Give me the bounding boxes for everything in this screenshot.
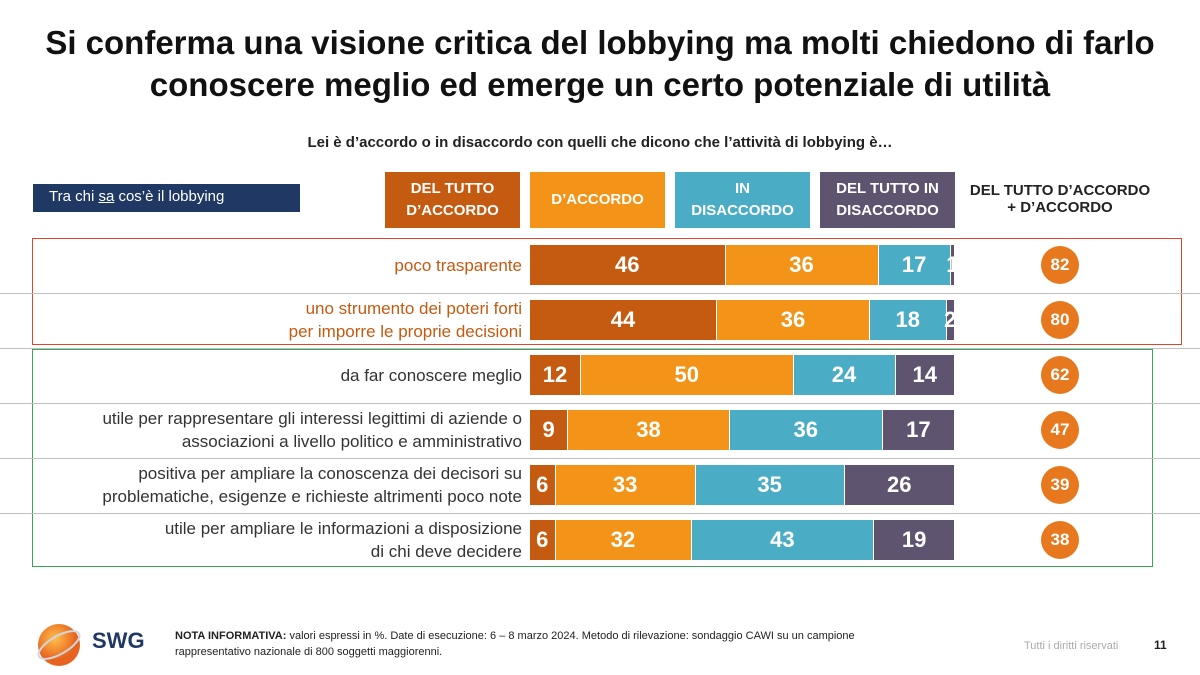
net-value: 80 — [1041, 301, 1079, 339]
bar-segment: 36 — [729, 410, 883, 450]
filter-text: cos’è il lobbying — [114, 188, 225, 205]
legend-entry: D’ACCORDO — [530, 172, 665, 228]
row-separator — [0, 348, 1200, 349]
value-label: 14 — [912, 362, 937, 387]
net-value: 39 — [1041, 466, 1079, 504]
value-label: 38 — [636, 417, 661, 442]
category-label: uno strumento dei poteri forti per impor… — [288, 299, 522, 341]
bar-segment: 24 — [793, 355, 896, 395]
logo-text: SWG — [92, 628, 145, 653]
net-value: 82 — [1041, 246, 1079, 284]
value-label: 46 — [615, 252, 640, 277]
rights: Tutti i diritti riservati — [1024, 640, 1119, 652]
bar-segment: 17 — [878, 245, 951, 285]
category-label: positiva per ampliare la conoscenza dei … — [102, 464, 522, 506]
net-header: DEL TUTTO D’ACCORDO + D’ACCORDO — [969, 182, 1151, 216]
value-label: 44 — [610, 307, 636, 332]
title: Si conferma una visione critica del lobb… — [45, 24, 1155, 103]
footnote: NOTA INFORMATIVA: valori espressi in %. … — [175, 628, 975, 660]
value-label: 2 — [944, 307, 957, 332]
value-label: 17 — [901, 252, 927, 277]
value-label: 36 — [793, 417, 818, 442]
row-separator — [0, 293, 1200, 294]
bar-segment: 9 — [530, 410, 569, 450]
bar-segment: 38 — [568, 410, 730, 450]
bar-segment: 18 — [870, 300, 947, 340]
bar-segment: 1 — [946, 245, 959, 285]
filter-label: Tra chi sa cos’è il lobbying — [33, 184, 300, 212]
highlight-box — [32, 238, 1182, 345]
category-label: utile per rappresentare gli interessi le… — [102, 409, 522, 451]
bar-segment: 2 — [944, 300, 957, 340]
net-value: 47 — [1041, 411, 1079, 449]
bar-segment: 6 — [530, 520, 556, 560]
bar-segment: 14 — [895, 355, 955, 395]
net-value: 38 — [1041, 521, 1079, 559]
value-label: 6 — [536, 472, 549, 497]
page-number: 11 — [1154, 638, 1167, 652]
value-label: 19 — [901, 527, 927, 552]
value-label: 33 — [612, 472, 638, 497]
row-separator — [0, 458, 1200, 459]
value-label: 24 — [831, 362, 857, 387]
value-label: 18 — [895, 307, 920, 332]
value-label: 6 — [536, 527, 549, 552]
bar-segment: 35 — [695, 465, 845, 505]
legend-entry: DEL TUTTO IN DISACCORDO — [820, 172, 955, 228]
row-separator — [0, 513, 1200, 514]
value-label: 36 — [780, 307, 806, 332]
legend-entry: IN DISACCORDO — [675, 172, 810, 228]
net-value: 62 — [1041, 356, 1079, 394]
value-label: 32 — [610, 527, 636, 552]
value-label: 43 — [770, 527, 795, 552]
bar-segment: 46 — [530, 245, 726, 285]
value-label: 1 — [946, 252, 959, 277]
category-label: poco trasparente — [394, 255, 522, 275]
value-label: 36 — [789, 252, 814, 277]
bar-segment: 50 — [581, 355, 794, 395]
value-label: 12 — [542, 362, 568, 387]
value-label: 35 — [757, 472, 782, 497]
bar-segment: 33 — [555, 465, 696, 505]
bar-segment: 26 — [844, 465, 955, 505]
legend-entry: DEL TUTTO D’ACCORDO — [385, 172, 520, 228]
bar-segment: 43 — [691, 520, 875, 560]
row-separator — [0, 403, 1200, 404]
bar-segment: 36 — [725, 245, 879, 285]
bar-segment: 19 — [874, 520, 955, 560]
category-label: da far conoscere meglio — [340, 365, 522, 385]
bar-segment: 44 — [530, 300, 717, 340]
bar-segment: 17 — [882, 410, 955, 450]
bar-segment: 32 — [555, 520, 692, 560]
note-text: valori espressi in %. Date di esecuzione… — [175, 630, 855, 658]
filter-text: sa — [98, 188, 115, 205]
bar-segment: 6 — [530, 465, 556, 505]
value-label: 9 — [542, 417, 555, 442]
value-label: 50 — [674, 362, 699, 387]
subtitle: Lei è d’accordo o in disaccordo con quel… — [307, 134, 893, 151]
value-label: 26 — [887, 472, 912, 497]
bar-segment: 36 — [717, 300, 870, 340]
value-label: 17 — [906, 417, 931, 442]
note-label: NOTA INFORMATIVA: — [175, 630, 287, 642]
logo-icon — [37, 624, 81, 666]
bar-segment: 12 — [530, 355, 581, 395]
category-label: utile per ampliare le informazioni a dis… — [164, 519, 522, 561]
filter-text: Tra chi — [49, 188, 99, 205]
